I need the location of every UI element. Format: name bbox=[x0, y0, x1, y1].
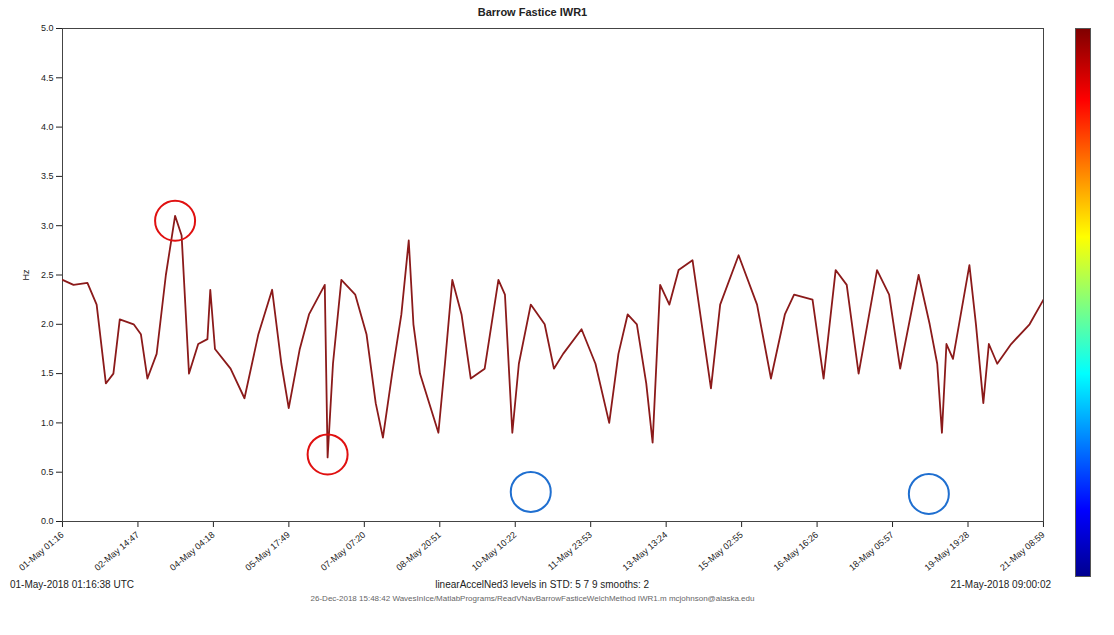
svg-text:4.0: 4.0 bbox=[41, 122, 54, 132]
svg-text:2.0: 2.0 bbox=[41, 319, 54, 329]
svg-text:1.0: 1.0 bbox=[41, 418, 54, 428]
svg-text:2.5: 2.5 bbox=[41, 270, 54, 280]
html-text:linearAccelNed3 levels in STD:: linearAccelNed3 levels in STD: 5 7 9 smo… bbox=[435, 579, 650, 590]
svg-text:05-May 17:49: 05-May 17:49 bbox=[243, 530, 292, 573]
svg-text:0.5: 0.5 bbox=[41, 467, 54, 477]
html-text:21-May-2018 09:00:02: 21-May-2018 09:00:02 bbox=[950, 579, 1051, 590]
html-text:01-May-2018 01:16:38 UTC: 01-May-2018 01:16:38 UTC bbox=[10, 579, 134, 590]
svg-text:01-May 01:16: 01-May 01:16 bbox=[17, 530, 66, 573]
svg-text:19-May 19:28: 19-May 19:28 bbox=[923, 530, 972, 573]
svg-text:3.5: 3.5 bbox=[41, 171, 54, 181]
svg-text:10-May 10:22: 10-May 10:22 bbox=[470, 530, 519, 573]
svg-text:08-May 20:51: 08-May 20:51 bbox=[394, 530, 443, 573]
svg-text:13-May 13:24: 13-May 13:24 bbox=[621, 530, 670, 573]
svg-text:0.0: 0.0 bbox=[41, 516, 54, 526]
html-text:Barrow Fastice IWR1: Barrow Fastice IWR1 bbox=[477, 6, 588, 18]
svg-text:18-May 05:57: 18-May 05:57 bbox=[847, 530, 896, 573]
svg-text:3.0: 3.0 bbox=[41, 221, 54, 231]
svg-text:5.0: 5.0 bbox=[41, 23, 54, 33]
svg-text:4.5: 4.5 bbox=[41, 73, 54, 83]
svg-text:15-May 02:55: 15-May 02:55 bbox=[696, 530, 745, 573]
svg-text:Hz: Hz bbox=[21, 269, 31, 280]
svg-text:02-May 14:47: 02-May 14:47 bbox=[92, 530, 141, 573]
svg-text:11-May 23:53: 11-May 23:53 bbox=[546, 530, 594, 573]
svg-text:21-May 08:59: 21-May 08:59 bbox=[998, 530, 1047, 573]
html-text:26-Dec-2018 15:48:42 WavesInIc: 26-Dec-2018 15:48:42 WavesInIce/MatlabPr… bbox=[310, 594, 755, 603]
svg-text:07-May 07:20: 07-May 07:20 bbox=[319, 530, 368, 573]
svg-text:1.5: 1.5 bbox=[41, 368, 54, 378]
svg-text:16-May 16:26: 16-May 16:26 bbox=[772, 530, 821, 573]
svg-text:04-May 04:18: 04-May 04:18 bbox=[168, 530, 217, 573]
